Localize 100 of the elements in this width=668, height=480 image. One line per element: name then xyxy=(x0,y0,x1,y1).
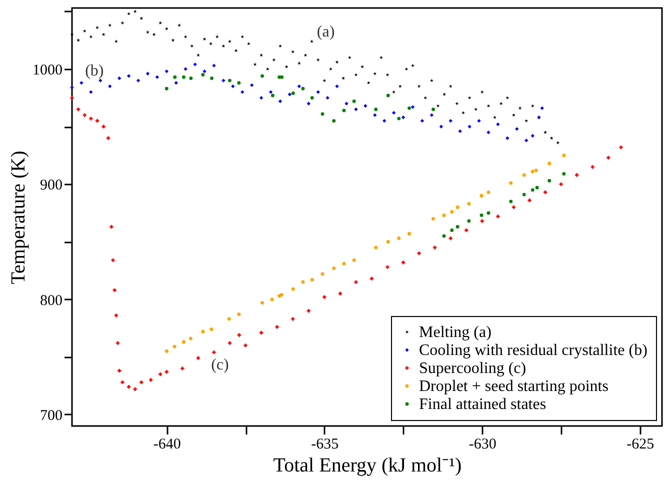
point xyxy=(342,262,346,266)
point xyxy=(310,278,314,282)
y-axis-title: Temperature (K) xyxy=(8,150,30,284)
legend-label: Droplet + seed starting points xyxy=(419,378,608,395)
point xyxy=(480,194,484,198)
point xyxy=(120,380,124,384)
point xyxy=(164,370,168,374)
point xyxy=(352,100,356,103)
point xyxy=(301,86,305,90)
point xyxy=(108,84,112,88)
point xyxy=(280,75,284,79)
point xyxy=(228,78,232,82)
point xyxy=(480,219,484,223)
point xyxy=(288,92,292,96)
x-tick-label: -630 xyxy=(468,436,496,452)
x-tick-label: -640 xyxy=(153,436,181,452)
point xyxy=(201,330,205,334)
point xyxy=(535,186,539,190)
point xyxy=(326,96,330,100)
point xyxy=(106,136,110,140)
point xyxy=(386,94,390,98)
point xyxy=(260,301,264,305)
point xyxy=(322,295,326,299)
point xyxy=(559,182,563,186)
point xyxy=(155,75,160,79)
point xyxy=(456,205,460,209)
point xyxy=(275,325,279,329)
point xyxy=(439,124,443,128)
point xyxy=(310,96,314,100)
point xyxy=(260,74,264,78)
point xyxy=(259,96,264,100)
point xyxy=(515,127,519,131)
point xyxy=(332,119,336,123)
point xyxy=(374,108,378,112)
point xyxy=(364,104,368,108)
point xyxy=(291,91,295,95)
y-tick-label: 800 xyxy=(40,292,62,309)
point xyxy=(278,99,282,104)
point xyxy=(408,106,412,110)
point xyxy=(401,260,406,264)
point xyxy=(509,200,513,204)
point xyxy=(102,124,106,128)
point xyxy=(420,119,424,123)
point xyxy=(373,113,377,117)
point xyxy=(244,344,248,348)
point xyxy=(164,349,168,353)
point xyxy=(530,188,534,192)
point xyxy=(410,105,415,109)
point xyxy=(118,368,122,373)
x-tick-label: -635 xyxy=(311,436,339,452)
point xyxy=(173,75,177,79)
point xyxy=(392,110,396,115)
point xyxy=(174,81,178,85)
point xyxy=(270,298,274,302)
point xyxy=(480,214,484,217)
point xyxy=(250,83,254,87)
x-axis-title: Total Energy (kJ mol⁻¹) xyxy=(273,454,462,476)
point xyxy=(126,74,131,78)
point xyxy=(306,102,310,106)
point xyxy=(116,341,120,345)
point xyxy=(575,173,579,177)
point xyxy=(95,119,100,123)
point xyxy=(540,106,544,110)
point xyxy=(301,280,305,284)
point xyxy=(270,94,274,98)
point xyxy=(110,224,114,229)
point xyxy=(417,251,421,256)
legend-label: Cooling with residual crystallite (b) xyxy=(419,342,648,359)
point xyxy=(212,350,216,354)
point xyxy=(189,76,193,80)
point xyxy=(126,385,131,389)
point xyxy=(397,236,401,240)
point xyxy=(534,168,538,172)
point xyxy=(149,378,153,382)
point xyxy=(401,116,406,120)
point xyxy=(237,312,241,316)
point xyxy=(408,232,412,236)
point xyxy=(338,292,342,296)
point xyxy=(562,154,566,158)
y-tick-label: 700 xyxy=(40,408,62,424)
point xyxy=(158,372,162,376)
point xyxy=(509,181,513,185)
point xyxy=(382,119,386,123)
point xyxy=(433,246,437,250)
point xyxy=(182,340,186,344)
legend-label: Melting (a) xyxy=(419,324,492,341)
point xyxy=(397,116,401,120)
point xyxy=(467,202,471,206)
point xyxy=(530,170,534,174)
point xyxy=(448,119,452,123)
point xyxy=(450,210,454,214)
point xyxy=(291,317,295,321)
point xyxy=(530,134,534,138)
point xyxy=(320,112,324,116)
point xyxy=(240,90,244,94)
point xyxy=(136,78,140,82)
point xyxy=(196,356,200,360)
legend-label: Supercooling (c) xyxy=(419,360,526,377)
point xyxy=(486,211,490,215)
point xyxy=(548,179,552,182)
